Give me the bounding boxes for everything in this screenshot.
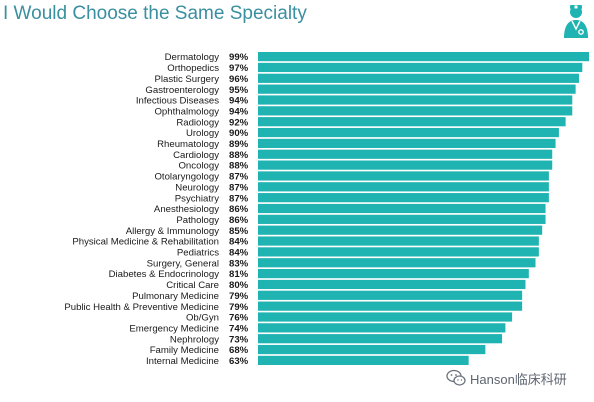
category-label: Gastroenterology <box>145 85 219 96</box>
bar <box>258 214 546 224</box>
value-label: 80% <box>229 280 249 291</box>
category-label: Cardiology <box>173 150 219 161</box>
bar <box>258 171 549 181</box>
bar <box>258 117 566 127</box>
bar <box>258 52 589 62</box>
value-label: 92% <box>229 117 249 128</box>
category-label: Pulmonary Medicine <box>132 291 219 302</box>
bar <box>258 355 469 365</box>
category-label: Otolaryngology <box>154 172 219 183</box>
value-label: 87% <box>229 172 249 183</box>
value-label: 94% <box>229 106 249 117</box>
category-label: Critical Care <box>166 280 219 291</box>
bar <box>258 225 543 235</box>
value-label: 81% <box>229 269 249 280</box>
category-label: Nephrology <box>170 334 219 345</box>
category-label: Pediatrics <box>177 248 219 259</box>
category-label: Infectious Diseases <box>136 96 219 107</box>
value-label: 87% <box>229 193 249 204</box>
bar <box>258 323 506 333</box>
category-label: Emergency Medicine <box>129 323 219 334</box>
bar <box>258 290 523 300</box>
bar <box>258 269 529 279</box>
category-label: Rheumatology <box>157 139 219 150</box>
category-label: Allergy & Immunology <box>126 226 220 237</box>
category-label: Dermatology <box>165 52 220 63</box>
value-label: 74% <box>229 323 249 334</box>
bar <box>258 160 553 170</box>
watermark-text: Hanson临床科研 <box>470 371 567 387</box>
category-label: Diabetes & Endocrinology <box>109 269 220 280</box>
bar <box>258 182 549 192</box>
value-label: 94% <box>229 96 249 107</box>
value-label: 79% <box>229 302 249 313</box>
wechat-icon <box>446 369 466 386</box>
value-label: 88% <box>229 161 249 172</box>
category-label: Surgery, General <box>147 258 219 269</box>
value-label: 79% <box>229 291 249 302</box>
category-label: Anesthesiology <box>154 204 219 215</box>
category-label: Pathology <box>176 215 219 226</box>
value-label: 88% <box>229 150 249 161</box>
value-label: 86% <box>229 215 249 226</box>
bar <box>258 334 503 344</box>
value-label: 90% <box>229 128 249 139</box>
bar <box>258 149 553 159</box>
category-label: Oncology <box>178 161 219 172</box>
category-label: Urology <box>186 128 219 139</box>
bar <box>258 344 486 355</box>
category-label: Physical Medicine & Rehabilitation <box>72 237 219 248</box>
chart-title: I Would Choose the Same Specialty <box>3 3 307 24</box>
bar <box>258 138 556 148</box>
value-label: 73% <box>229 334 249 345</box>
value-label: 63% <box>229 356 249 367</box>
value-label: 89% <box>229 139 249 150</box>
category-label: Neurology <box>175 182 219 193</box>
bar <box>258 312 513 322</box>
value-label: 68% <box>229 345 249 356</box>
bar <box>258 73 579 83</box>
value-label: 76% <box>229 313 249 324</box>
watermark: Hanson临床科研 <box>446 368 567 388</box>
value-label: 84% <box>229 237 249 248</box>
category-label: Psychiatry <box>175 193 219 204</box>
category-label: Public Health & Preventive Medicine <box>64 302 219 313</box>
value-label: 83% <box>229 258 249 269</box>
value-label: 84% <box>229 248 249 259</box>
bar <box>258 127 559 138</box>
bar <box>258 106 573 116</box>
category-label: Ob/Gyn <box>186 313 219 324</box>
value-label: 85% <box>229 226 249 237</box>
value-label: 95% <box>229 85 249 96</box>
bar <box>258 84 576 94</box>
doctor-icon <box>564 5 588 38</box>
category-label: Family Medicine <box>150 345 219 356</box>
bar <box>258 203 546 214</box>
value-label: 99% <box>229 52 249 63</box>
value-label: 87% <box>229 182 249 193</box>
bar <box>258 95 573 105</box>
bar <box>258 258 536 268</box>
category-label: Ophthalmology <box>154 106 219 117</box>
category-label: Radiology <box>176 117 219 128</box>
bar <box>258 279 526 290</box>
category-label: Orthopedics <box>167 63 219 74</box>
value-label: 86% <box>229 204 249 215</box>
category-label: Internal Medicine <box>146 356 219 367</box>
bar <box>258 193 549 203</box>
value-label: 97% <box>229 63 249 74</box>
value-label: 96% <box>229 74 249 85</box>
bar <box>258 236 539 246</box>
bar <box>258 62 583 73</box>
bar <box>258 247 539 257</box>
bar <box>258 301 523 311</box>
category-label: Plastic Surgery <box>154 74 219 85</box>
